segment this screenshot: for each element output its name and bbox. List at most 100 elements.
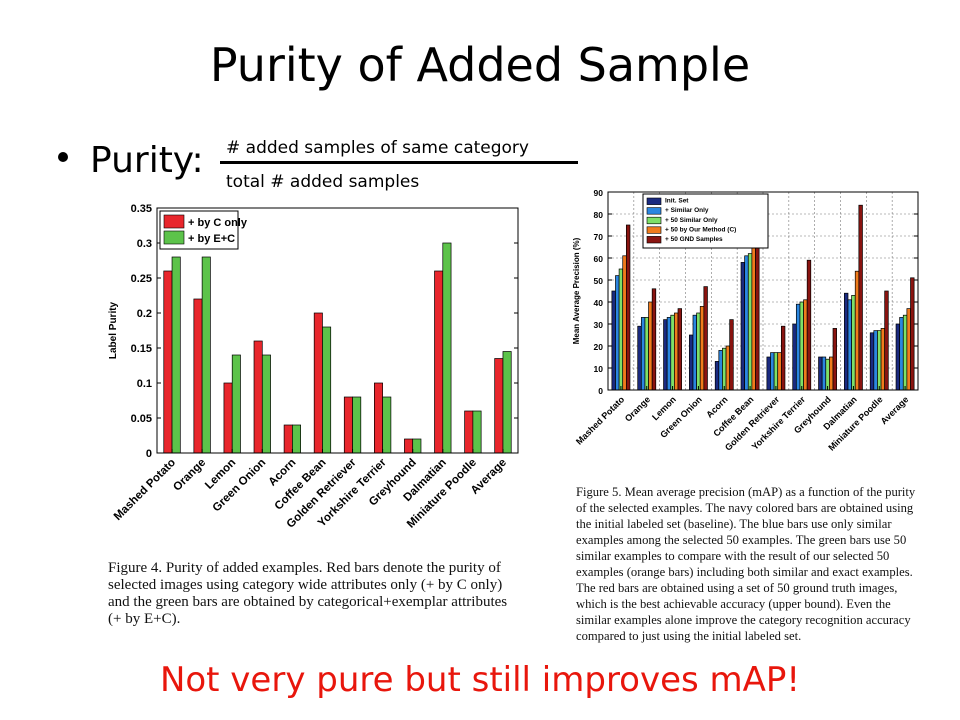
y-tick-label: 0.1 — [137, 378, 152, 390]
y-tick-label: 20 — [594, 342, 604, 352]
bar-0-7-0 — [374, 382, 383, 454]
y-axis-label: Label Purity — [108, 301, 119, 359]
bar-1-0-2 — [618, 268, 624, 391]
bar-1-3-3 — [699, 306, 705, 391]
fraction-numerator: # added samples of same category — [226, 138, 529, 158]
y-tick-label: 0.2 — [137, 308, 152, 320]
bar-1-0-4 — [625, 224, 631, 391]
y-tick-label: 0.25 — [131, 273, 152, 285]
y-tick-label: 60 — [594, 254, 604, 264]
bar-1-7-0 — [792, 323, 797, 391]
bar-1-8-3 — [829, 356, 834, 391]
legend-swatch — [646, 197, 662, 205]
bar-1-1-2 — [644, 317, 649, 391]
bar-1-5-0 — [740, 262, 746, 391]
bar-1-10-2 — [877, 330, 882, 391]
bar-1-4-1 — [718, 350, 723, 391]
legend-label: + 50 GND Samples — [665, 236, 723, 243]
bar-1-0-0 — [611, 290, 616, 391]
x-tick-label: Green Onion — [211, 457, 269, 515]
bar-1-5-3 — [751, 242, 756, 391]
bar-0-7-1 — [382, 396, 392, 454]
bar-1-1-1 — [640, 317, 646, 391]
bar-1-9-4 — [858, 204, 863, 391]
y-tick-label: 0.05 — [131, 413, 152, 425]
bar-1-2-2 — [670, 314, 675, 391]
legend-label: + 50 by Our Method (C) — [665, 226, 736, 233]
bar-1-1-3 — [648, 301, 653, 391]
bar-0-3-0 — [253, 340, 263, 454]
bar-0-1-0 — [193, 298, 203, 454]
bar-1-2-1 — [666, 317, 672, 391]
bar-1-2-3 — [674, 312, 679, 391]
bar-1-6-2 — [773, 352, 779, 391]
y-tick-label: 80 — [594, 210, 604, 220]
x-tick-label: Average — [879, 394, 911, 426]
slide-title: Purity of Added Sample — [209, 38, 751, 92]
bar-1-10-4 — [884, 290, 889, 391]
purity-bullet: Purity: — [58, 140, 204, 181]
bar-0-10-0 — [464, 410, 474, 454]
bar-1-6-1 — [770, 352, 775, 391]
y-tick-label: 90 — [594, 188, 604, 198]
y-tick-label: 0 — [598, 386, 603, 396]
bar-0-4-1 — [292, 424, 301, 454]
plot-frame — [607, 191, 919, 391]
x-tick-label: Mashed Potato — [574, 394, 627, 447]
bar-1-10-1 — [873, 330, 878, 391]
bar-1-1-0 — [637, 325, 642, 391]
y-tick-label: 0.15 — [131, 343, 152, 355]
figure4-caption: Figure 4. Purity of added examples. Red … — [108, 560, 508, 627]
legend-swatch — [163, 214, 185, 229]
bar-1-11-0 — [895, 323, 901, 391]
bar-1-6-4 — [780, 325, 786, 391]
bar-1-1-4 — [651, 288, 657, 391]
bar-1-7-3 — [803, 299, 808, 391]
bar-1-5-1 — [744, 255, 749, 391]
fraction-denominator: total # added samples — [226, 172, 420, 192]
bar-1-4-0 — [714, 361, 720, 391]
bar-1-2-4 — [677, 308, 682, 391]
legend-swatch — [646, 236, 662, 244]
bar-1-0-3 — [622, 255, 627, 391]
bar-1-4-3 — [725, 345, 731, 391]
bar-1-8-0 — [818, 356, 823, 391]
x-tick-label: Orange — [171, 457, 208, 494]
bar-1-8-1 — [821, 356, 827, 391]
bar-1-9-3 — [854, 270, 860, 391]
bar-1-11-4 — [910, 277, 915, 391]
bar-1-9-1 — [847, 299, 852, 391]
legend-box — [642, 193, 769, 249]
bar-1-10-3 — [880, 328, 886, 391]
bar-0-2-0 — [223, 382, 233, 454]
y-tick-label: 40 — [594, 298, 604, 308]
y-tick-label: 0.3 — [137, 238, 152, 250]
bar-0-11-1 — [502, 351, 512, 454]
bar-1-8-4 — [832, 328, 837, 391]
bar-1-7-2 — [799, 301, 804, 391]
bar-1-0-1 — [615, 275, 620, 391]
bar-0-1-1 — [201, 256, 211, 454]
bar-1-5-2 — [747, 253, 753, 391]
bar-0-5-0 — [313, 312, 323, 454]
bar-0-3-1 — [261, 354, 271, 454]
y-tick-label: 10 — [594, 364, 604, 374]
y-tick-label: 0 — [146, 448, 152, 460]
bar-1-10-0 — [869, 332, 875, 391]
bar-1-11-2 — [902, 314, 908, 391]
bar-0-0-0 — [163, 270, 173, 454]
legend-swatch — [646, 226, 662, 234]
y-tick-label: 30 — [594, 320, 604, 330]
legend-label: Init. Set — [665, 198, 689, 205]
legend-label: + by E+C — [188, 233, 235, 245]
bar-1-7-4 — [806, 259, 812, 391]
bar-0-5-1 — [322, 326, 332, 454]
figure5-caption: Figure 5. Mean average precision (mAP) a… — [576, 485, 916, 643]
legend-swatch — [163, 230, 185, 245]
bar-1-2-0 — [663, 319, 668, 391]
bar-0-4-0 — [283, 424, 293, 454]
x-tick-label: Orange — [623, 394, 652, 423]
bar-0-2-1 — [231, 354, 241, 454]
legend-swatch — [646, 216, 662, 225]
plot-frame — [156, 207, 519, 454]
